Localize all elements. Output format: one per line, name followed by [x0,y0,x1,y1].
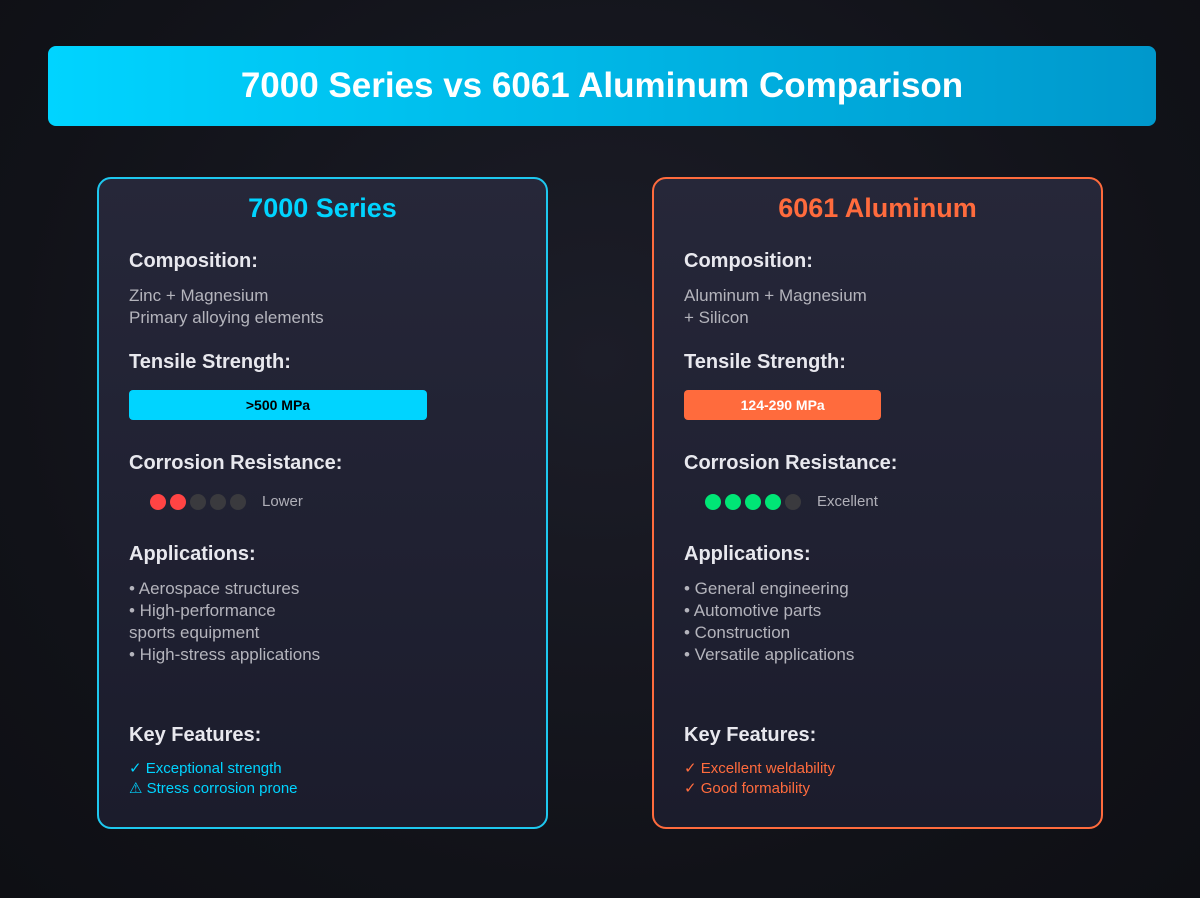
feature-item-check: ✓ Good formability [684,779,810,797]
corrosion-heading: Corrosion Resistance: [129,452,343,474]
applications-section: Applications: • General engineering • Aut… [684,543,1071,666]
tensile-strength-bar: 124-290 MPa [684,390,882,420]
corrosion-rating: Excellent [705,493,1071,510]
application-item: • High-stress applications [129,645,321,664]
feature-item-check: ✓ Excellent weldability [684,760,835,777]
composition-line: Zinc + Magnesium [129,286,269,305]
tensile-strength-bar: >500 MPa [129,390,427,420]
composition-heading: Composition: [129,250,258,272]
corrosion-section: Corrosion Resistance: Excellent [684,452,1071,510]
application-item: • Automotive parts [684,601,822,620]
tensile-heading: Tensile Strength: [129,351,291,373]
corrosion-heading: Corrosion Resistance: [684,452,898,474]
applications-heading: Applications: [684,543,811,565]
applications-section: Applications: • Aerospace structures • Hi… [129,543,516,666]
rating-dot [230,493,246,510]
features-heading: Key Features: [684,724,817,746]
corrosion-label: Lower [262,493,303,510]
composition-section: Composition: Zinc + Magnesium Primary all… [129,250,516,329]
rating-dot [745,493,761,510]
features-section: Key Features: ✓ Exceptional strength ⚠ St… [129,724,516,798]
rating-dot [765,493,781,510]
application-item: • Aerospace structures [129,579,300,598]
title-banner: 7000 Series vs 6061 Aluminum Comparison [48,46,1156,126]
composition-line: Primary alloying elements [129,308,324,327]
corrosion-label: Excellent [817,493,878,510]
rating-dot [190,493,206,510]
corrosion-section: Corrosion Resistance: Lower [129,452,516,510]
card-6061-aluminum: 6061 Aluminum Composition: Aluminum + Ma… [652,177,1103,829]
application-item: • Construction [684,623,791,642]
rating-dot [150,493,166,510]
feature-item-check: ✓ Exceptional strength [129,760,282,777]
feature-item-warning: ⚠ Stress corrosion prone [129,779,298,797]
card-title: 7000 Series [248,193,397,223]
applications-heading: Applications: [129,543,256,565]
tensile-value: 124-290 MPa [740,397,825,413]
application-item: • Versatile applications [684,645,855,664]
composition-line: Aluminum + Magnesium [684,286,867,305]
rating-dot [170,493,186,510]
tensile-section: Tensile Strength: 124-290 MPa [684,351,1071,420]
card-7000-series: 7000 Series Composition: Zinc + Magnesiu… [97,177,548,829]
application-item: • High-performance [129,601,276,620]
composition-line: + Silicon [684,308,749,327]
features-section: Key Features: ✓ Excellent weldability ✓ G… [684,724,1071,798]
tensile-value: >500 MPa [245,397,311,413]
page-title: 7000 Series vs 6061 Aluminum Comparison [240,66,964,105]
corrosion-rating: Lower [150,493,516,510]
application-item: • General engineering [684,579,849,598]
features-heading: Key Features: [129,724,262,746]
tensile-section: Tensile Strength: >500 MPa [129,351,516,420]
application-item: sports equipment [129,623,260,642]
composition-heading: Composition: [684,250,813,272]
rating-dot [210,493,226,510]
tensile-heading: Tensile Strength: [684,351,846,373]
rating-dot [725,493,741,510]
composition-section: Composition: Aluminum + Magnesium + Silic… [684,250,1071,329]
card-title: 6061 Aluminum [778,193,977,223]
rating-dot [785,493,801,510]
rating-dot [705,493,721,510]
